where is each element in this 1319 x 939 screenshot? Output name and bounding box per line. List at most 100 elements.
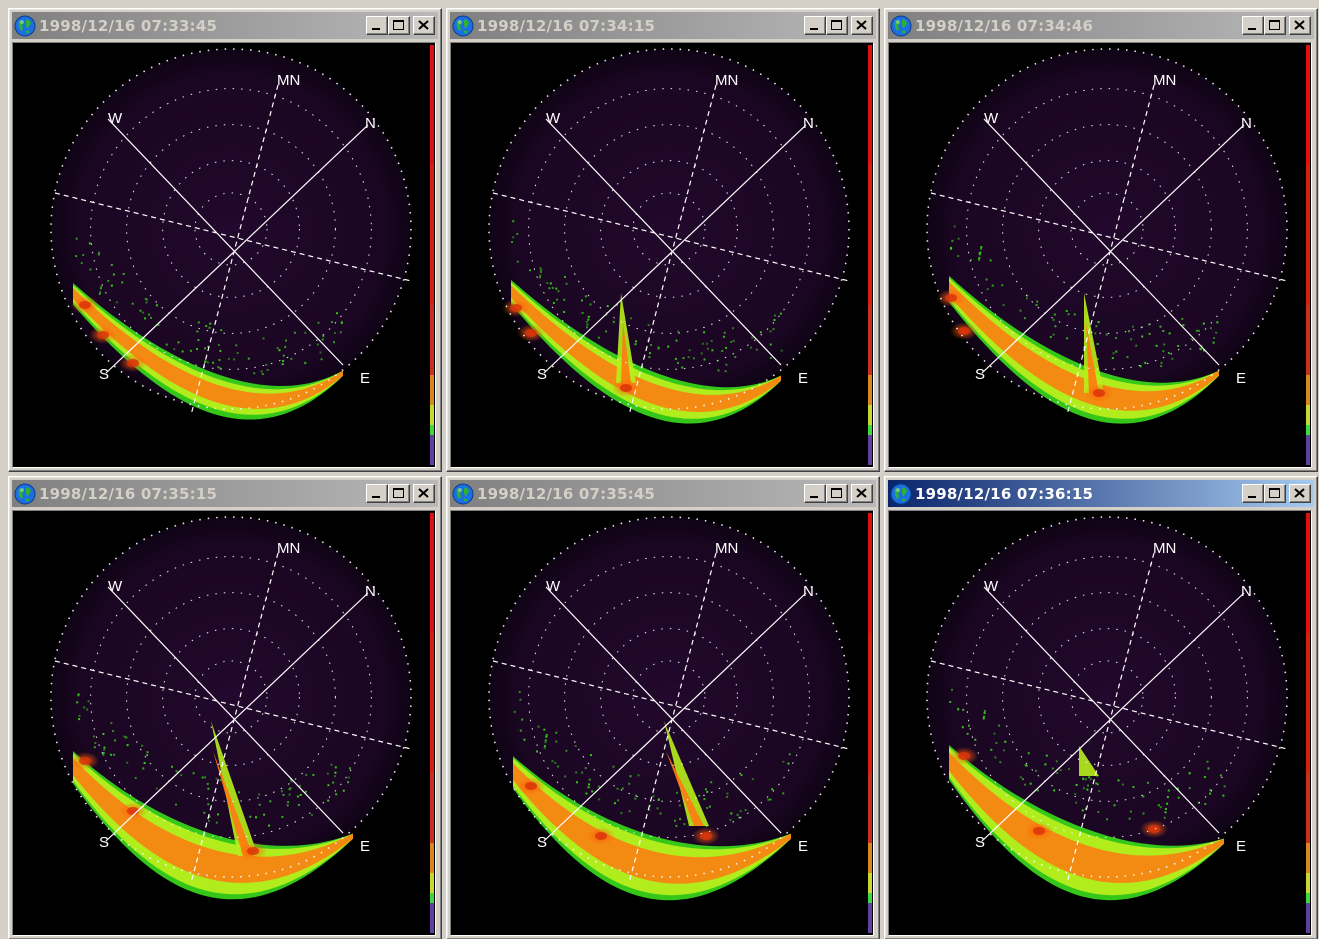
- aurora-speckle: [681, 366, 684, 369]
- aurora-speckle: [247, 357, 250, 360]
- close-button[interactable]: [851, 484, 873, 503]
- aurora-bright-core: [958, 752, 970, 760]
- aurora-speckle: [675, 824, 678, 827]
- close-button[interactable]: [413, 16, 435, 35]
- maximize-button[interactable]: [1264, 16, 1286, 35]
- aurora-speckle: [334, 775, 336, 778]
- aurora-window-2[interactable]: 1998/12/16 07:34:15: [446, 8, 880, 472]
- aurora-speckle: [711, 349, 714, 352]
- title-bar[interactable]: 1998/12/16 07:34:46: [888, 12, 1314, 39]
- maximize-button[interactable]: [1264, 484, 1286, 503]
- minimize-button[interactable]: [804, 484, 826, 503]
- aurora-speckle: [539, 274, 542, 277]
- aurora-speckle: [94, 742, 97, 744]
- aurora-speckle: [705, 342, 708, 345]
- aurora-speckle: [331, 321, 333, 323]
- aurora-window-6[interactable]: 1998/12/16 07:36:15: [884, 476, 1318, 939]
- maximize-button[interactable]: [826, 484, 848, 503]
- aurora-speckle: [102, 754, 105, 756]
- minimize-button[interactable]: [804, 16, 826, 35]
- aurora-speckle: [750, 346, 753, 349]
- aurora-speckle: [767, 798, 770, 801]
- aurora-bright-core: [620, 384, 632, 392]
- aurora-speckle: [657, 346, 660, 349]
- globe-icon[interactable]: [890, 483, 912, 505]
- aurora-speckle: [80, 262, 83, 265]
- label-north: N: [365, 115, 376, 132]
- aurora-speckle: [217, 344, 220, 346]
- aurora-speckle: [131, 302, 134, 305]
- maximize-button[interactable]: [388, 16, 410, 35]
- axis-magnetic-latitude: [54, 660, 412, 750]
- aurora-speckle: [285, 339, 287, 342]
- aurora-speckle: [110, 284, 113, 287]
- aurora-speckle: [207, 345, 210, 348]
- aurora-speckle: [698, 794, 701, 797]
- aurora-speckle: [597, 785, 600, 788]
- aurora-speckle: [204, 776, 207, 779]
- maximize-button[interactable]: [826, 16, 848, 35]
- close-button[interactable]: [1289, 484, 1311, 503]
- aurora-speckle: [208, 815, 211, 818]
- title-bar[interactable]: 1998/12/16 07:35:45: [450, 480, 876, 507]
- aurora-speckle: [555, 740, 558, 743]
- label-east: E: [798, 838, 808, 855]
- aurora-speckle: [209, 322, 212, 325]
- aurora-ray-core: [621, 323, 631, 383]
- label-magnetic-north: MN: [277, 540, 300, 557]
- all-sky-image: MN W N S E: [926, 516, 1288, 901]
- maximize-button[interactable]: [388, 484, 410, 503]
- globe-icon[interactable]: [890, 15, 912, 37]
- aurora-speckle: [545, 735, 548, 738]
- axis-south-north: [543, 124, 807, 374]
- aurora-speckle: [523, 738, 526, 741]
- title-bar[interactable]: 1998/12/16 07:33:45: [12, 12, 438, 39]
- aurora-speckle: [612, 320, 615, 323]
- close-button[interactable]: [851, 16, 873, 35]
- aurora-speckle: [1128, 817, 1131, 820]
- aurora-speckle: [605, 330, 608, 333]
- aurora-speckle: [751, 778, 754, 781]
- globe-icon[interactable]: [14, 15, 36, 37]
- title-bar[interactable]: 1998/12/16 07:36:15: [888, 480, 1314, 507]
- aurora-speckle: [265, 363, 268, 366]
- close-icon: [418, 20, 429, 30]
- title-bar[interactable]: 1998/12/16 07:34:15: [450, 12, 876, 39]
- aurora-ray: [211, 721, 258, 856]
- label-west: W: [546, 110, 561, 127]
- elevation-circle: [528, 556, 810, 838]
- elevation-circle: [126, 592, 336, 802]
- minimize-button[interactable]: [366, 16, 388, 35]
- elevation-circle: [488, 516, 850, 878]
- sky-disc: [927, 49, 1287, 409]
- aurora-speckle: [968, 724, 970, 727]
- aurora-speckle: [1023, 317, 1026, 320]
- aurora-speckle: [676, 791, 678, 794]
- aurora-speckle: [543, 746, 546, 749]
- aurora-speckle: [233, 358, 236, 361]
- aurora-speckle: [980, 246, 983, 249]
- title-bar[interactable]: 1998/12/16 07:35:15: [12, 480, 438, 507]
- aurora-speckle: [682, 357, 685, 360]
- aurora-window-4[interactable]: 1998/12/16 07:35:15: [8, 476, 442, 939]
- globe-icon[interactable]: [452, 15, 474, 37]
- close-button[interactable]: [413, 484, 435, 503]
- aurora-speckle: [260, 370, 263, 373]
- aurora-speckle: [1074, 793, 1077, 796]
- close-button[interactable]: [1289, 16, 1311, 35]
- aurora-window-1[interactable]: 1998/12/16 07:33:45: [8, 8, 442, 472]
- globe-icon[interactable]: [452, 483, 474, 505]
- aurora-speckle: [1084, 778, 1087, 781]
- aurora-speckle: [1024, 764, 1027, 767]
- globe-icon[interactable]: [14, 483, 36, 505]
- aurora-speckle: [1129, 810, 1132, 813]
- aurora-speckle: [703, 798, 706, 801]
- minimize-icon: [1248, 496, 1256, 498]
- minimize-button[interactable]: [1242, 16, 1264, 35]
- aurora-window-3[interactable]: 1998/12/16 07:34:46: [884, 8, 1318, 472]
- aurora-speckle: [1089, 778, 1092, 781]
- aurora-speckle: [1095, 782, 1098, 785]
- minimize-button[interactable]: [366, 484, 388, 503]
- aurora-window-5[interactable]: 1998/12/16 07:35:45: [446, 476, 880, 939]
- minimize-button[interactable]: [1242, 484, 1264, 503]
